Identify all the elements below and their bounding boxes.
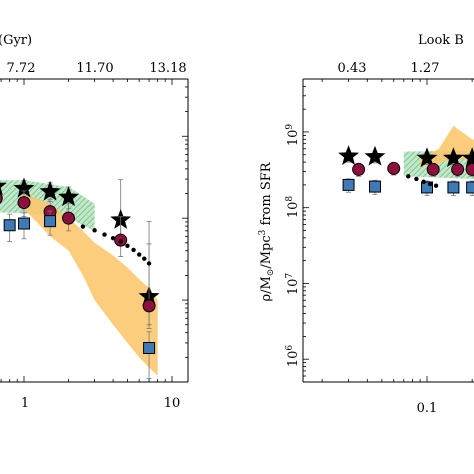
square-point xyxy=(18,217,30,230)
dotted-line-point xyxy=(427,181,433,187)
square-point xyxy=(143,342,156,355)
left-x-tick-label: 10 xyxy=(164,396,181,411)
dotted-line-point xyxy=(92,228,97,233)
star-point xyxy=(442,147,464,168)
dotted-line-point xyxy=(102,232,107,237)
star-point xyxy=(364,145,386,166)
circle-point xyxy=(465,162,474,176)
star-point xyxy=(461,147,474,168)
dotted-line-point xyxy=(146,261,152,266)
square-point xyxy=(447,181,460,194)
star-point xyxy=(13,177,35,198)
left-x-tick-label: 1 xyxy=(21,396,29,411)
dotted-line-point xyxy=(125,243,130,248)
circle-point xyxy=(426,162,440,176)
left-panel: (Gyr) 7.72 11.70 13.18 1 10 xyxy=(0,33,189,411)
right-top-tick-label: 1.27 xyxy=(411,61,440,76)
left-ticks xyxy=(0,78,188,383)
star-point xyxy=(0,182,7,196)
dotted-line-point xyxy=(118,239,123,244)
circle-point xyxy=(17,196,31,210)
right-panel: Look B 0.43 1.27 0.1 106 107 108 109 ρ/M… xyxy=(258,33,474,416)
star-point xyxy=(338,145,360,165)
right-y-tick-label: 107 xyxy=(285,273,301,296)
dotted-line-point xyxy=(421,179,426,184)
star-point xyxy=(58,186,80,207)
dotted-line-point xyxy=(131,247,136,253)
right-top-tick-label: 0.43 xyxy=(338,61,367,76)
dotted-line-point xyxy=(136,252,142,257)
left-series xyxy=(0,177,160,380)
square-point xyxy=(421,181,433,194)
right-top-axis-title: Look B xyxy=(418,33,464,48)
right-ticks xyxy=(303,78,473,383)
dotted-line-point xyxy=(433,183,439,188)
right-y-tick-labels: 106 107 108 109 xyxy=(285,124,301,368)
star-point xyxy=(416,147,438,168)
dotted-line-point xyxy=(406,174,411,179)
dotted-line-point xyxy=(110,235,116,241)
dotted-line-point xyxy=(80,224,86,229)
circle-point xyxy=(387,161,401,175)
circle-point xyxy=(62,211,76,225)
right-series xyxy=(338,145,474,196)
circle-point xyxy=(142,299,156,313)
square-point xyxy=(3,219,16,232)
square-point xyxy=(44,215,57,228)
orange-band xyxy=(24,193,158,376)
right-y-tick-label: 106 xyxy=(285,345,301,368)
right-y-tick-label: 108 xyxy=(285,196,301,219)
left-top-tick-label: 7.72 xyxy=(7,61,36,76)
circle-point xyxy=(451,162,465,176)
dotted-line-point xyxy=(414,176,419,182)
circle-point xyxy=(0,192,3,204)
dotted-line-point xyxy=(142,256,147,261)
square-point xyxy=(342,178,355,191)
right-y-tick-label: 109 xyxy=(285,124,301,147)
square-point xyxy=(368,180,381,193)
left-top-tick-label: 11.70 xyxy=(76,61,113,76)
right-x-tick-label: 0.1 xyxy=(417,401,438,416)
circle-point xyxy=(352,162,366,176)
right-y-axis-label: ρ/M⊙/Mpc3 from SFR xyxy=(258,161,276,301)
left-top-tick-label: 13.18 xyxy=(149,61,186,76)
star-point xyxy=(39,180,61,201)
square-point xyxy=(466,181,474,194)
left-top-axis-title: (Gyr) xyxy=(0,33,32,48)
